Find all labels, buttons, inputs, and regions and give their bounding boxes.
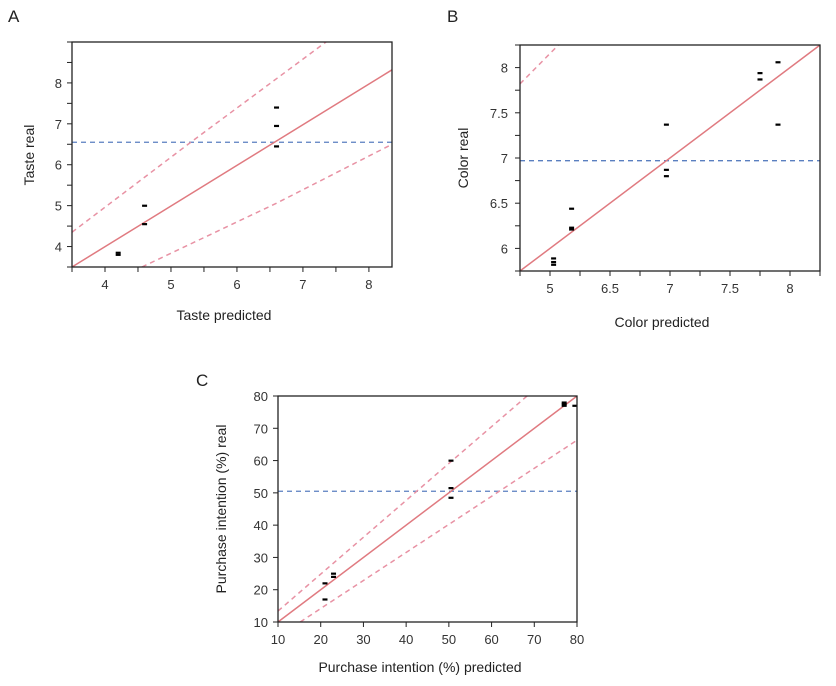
data-point bbox=[561, 404, 567, 407]
data-point bbox=[274, 145, 280, 148]
x-axis-title: Taste predicted bbox=[177, 307, 272, 323]
panel-label: A bbox=[8, 7, 20, 26]
y-tick-label: 8 bbox=[55, 76, 62, 91]
x-tick-label: 8 bbox=[365, 277, 372, 292]
x-tick-label: 30 bbox=[356, 632, 370, 647]
ci-upper-line bbox=[72, 42, 327, 233]
data-point bbox=[331, 572, 337, 575]
y-tick-label: 10 bbox=[254, 615, 268, 630]
data-point bbox=[569, 226, 575, 229]
data-point bbox=[569, 228, 575, 231]
x-tick-label: 40 bbox=[399, 632, 413, 647]
x-tick-label: 10 bbox=[271, 632, 285, 647]
data-point bbox=[561, 401, 567, 404]
data-point bbox=[274, 106, 280, 109]
data-point bbox=[331, 575, 337, 578]
data-point bbox=[663, 123, 669, 126]
data-point bbox=[448, 487, 454, 490]
data-point bbox=[663, 168, 669, 171]
y-tick-label: 8 bbox=[501, 61, 508, 76]
data-point bbox=[775, 123, 781, 126]
ci-upper-line bbox=[278, 396, 528, 612]
y-tick-label: 30 bbox=[254, 550, 268, 565]
x-tick-label: 50 bbox=[442, 632, 456, 647]
fit-line bbox=[520, 45, 820, 271]
x-axis-title: Color predicted bbox=[615, 314, 710, 330]
x-tick-label: 70 bbox=[527, 632, 541, 647]
data-point bbox=[448, 496, 454, 499]
x-tick-label: 4 bbox=[101, 277, 108, 292]
y-tick-label: 4 bbox=[55, 240, 62, 255]
x-tick-label: 8 bbox=[786, 281, 793, 296]
data-point bbox=[142, 204, 148, 207]
plot-area bbox=[278, 396, 577, 622]
y-axis-title: Color real bbox=[455, 128, 471, 189]
data-point bbox=[569, 207, 575, 210]
y-tick-label: 7 bbox=[501, 151, 508, 166]
y-axis-title: Taste real bbox=[21, 125, 37, 186]
data-point bbox=[663, 175, 669, 178]
x-tick-label: 6.5 bbox=[601, 281, 619, 296]
x-tick-label: 7.5 bbox=[721, 281, 739, 296]
y-tick-label: 6.5 bbox=[490, 196, 508, 211]
x-tick-label: 20 bbox=[313, 632, 327, 647]
x-tick-label: 5 bbox=[546, 281, 553, 296]
plot-area bbox=[72, 42, 392, 267]
data-point bbox=[322, 582, 328, 585]
panel-c: C 10 20 30 40 50 60 70 80 10 20 30 40 50 60 70 80 Purchas… bbox=[196, 371, 584, 675]
plot-frame bbox=[277, 395, 578, 623]
y-tick-label: 50 bbox=[254, 486, 268, 501]
y-tick-label: 6 bbox=[501, 241, 508, 256]
data-point bbox=[142, 223, 148, 226]
data-point bbox=[551, 263, 557, 266]
y-tick-label: 6 bbox=[55, 158, 62, 173]
data-point bbox=[775, 61, 781, 64]
y-tick-label: 70 bbox=[254, 421, 268, 436]
y-tick-label: 20 bbox=[254, 583, 268, 598]
data-point bbox=[757, 72, 763, 75]
fit-line bbox=[278, 396, 577, 622]
x-tick-label: 80 bbox=[570, 632, 584, 647]
ci-upper-line bbox=[520, 45, 559, 85]
plot-frame bbox=[71, 41, 393, 268]
x-tick-label: 60 bbox=[484, 632, 498, 647]
data-point bbox=[551, 260, 557, 264]
data-point bbox=[115, 253, 121, 256]
x-tick-label: 6 bbox=[233, 277, 240, 292]
data-point bbox=[551, 257, 557, 260]
data-point bbox=[448, 459, 454, 462]
y-tick-label: 40 bbox=[254, 518, 268, 533]
fit-line bbox=[72, 69, 392, 267]
panel-label: B bbox=[447, 7, 458, 26]
data-point bbox=[115, 251, 121, 254]
y-axis-title: Purchase intention (%) real bbox=[213, 425, 229, 594]
x-tick-label: 7 bbox=[299, 277, 306, 292]
x-axis-title: Purchase intention (%) predicted bbox=[318, 659, 521, 675]
data-point bbox=[274, 124, 280, 128]
y-tick-label: 7 bbox=[55, 117, 62, 132]
plot-area bbox=[520, 45, 820, 271]
data-point bbox=[757, 78, 763, 81]
y-tick-label: 5 bbox=[55, 199, 62, 214]
data-point bbox=[572, 404, 577, 407]
y-tick-label: 60 bbox=[254, 454, 268, 469]
ci-lower-line bbox=[299, 439, 577, 622]
data-point bbox=[561, 403, 567, 406]
y-tick-label: 80 bbox=[254, 389, 268, 404]
y-tick-label: 7.5 bbox=[490, 106, 508, 121]
panel-label: C bbox=[196, 371, 208, 390]
x-tick-label: 7 bbox=[666, 281, 673, 296]
ci-lower-line bbox=[141, 143, 392, 267]
panel-b: B 5 6.5 7 7.5 8 6 6.5 7 7.5 8 Color predicted Color … bbox=[447, 7, 821, 330]
x-tick-label: 5 bbox=[167, 277, 174, 292]
panel-a: A 4 5 6 7 8 4 5 6 7 8 Taste predicted Taste real bbox=[8, 7, 393, 323]
data-point bbox=[322, 598, 328, 601]
